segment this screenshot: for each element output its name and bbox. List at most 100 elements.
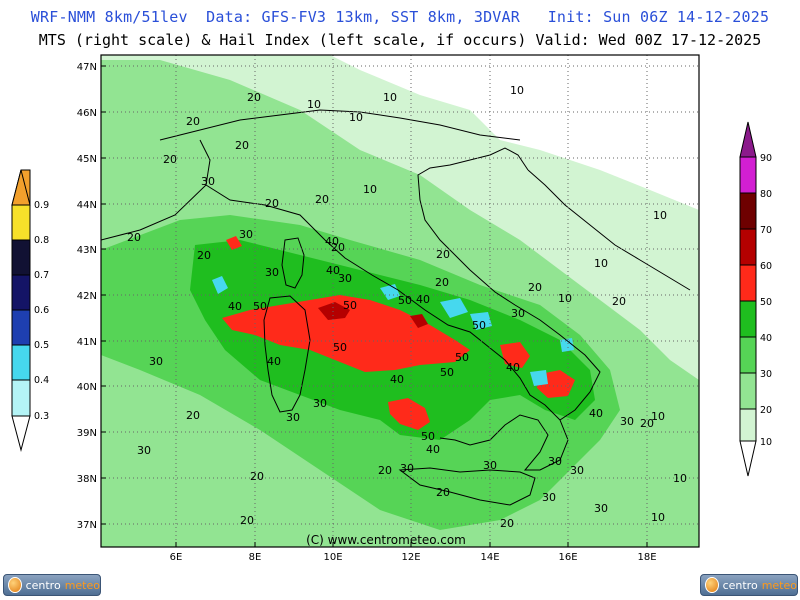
contour-label: 30 [511,307,525,320]
contour-label: 40 [228,300,242,313]
field-layers [101,55,699,547]
contour-label: 20 [186,409,200,422]
centrometeo-logo-left[interactable]: centro meteo [3,574,101,596]
right-scale-band [739,264,757,302]
contour-label: 20 [378,464,392,477]
hail-patch-e [530,370,548,386]
hail-index-scale: 0.9 0.8 0.7 0.6 0.5 0.4 0.3 [11,169,49,452]
lon-label: 16E [558,552,577,563]
lon-label: 14E [480,552,499,563]
contour-label: 50 [455,351,469,364]
coastline-sicily [398,467,536,506]
lat-label: 42N [77,291,97,302]
contour-label: 20 [247,91,261,104]
centrometeo-logo-right[interactable]: centro meteo [700,574,798,596]
contour-label: 20 [436,486,450,499]
contour-label: 30 [239,228,253,241]
contour-label: 30 [149,355,163,368]
contour-label: 20 [186,115,200,128]
contour-label: 10 [349,111,363,124]
mts-scale: 90 80 70 60 50 40 30 20 10 [739,121,772,477]
lat-label: 45N [77,154,97,165]
left-scale-label: 0.3 [34,411,49,422]
contour-label: 30 [542,491,556,504]
hail-patch-a [212,276,228,294]
right-scale-band [739,192,757,230]
contour-label: 20 [235,139,249,152]
logo-word-centro: centro [722,578,758,592]
contour-label: 10 [594,257,608,270]
coastline-italy [205,147,601,471]
right-scale-label: 10 [760,437,772,448]
left-scale-label: 0.8 [34,235,49,246]
contour-label: 10 [510,84,524,97]
contour-label: 30 [548,455,562,468]
field-level-50-e [226,236,242,250]
contour-label: 20 [500,517,514,530]
contour-label: 10 [307,98,321,111]
lat-axis: 47N 46N 45N 44N 43N 42N 41N 40N 39N 38N … [77,62,106,531]
contour-label: 20 [163,153,177,166]
left-scale-label: 0.7 [34,270,49,281]
right-scale-band [739,228,757,266]
field-level-60-b [410,314,428,328]
contour-label: 30 [594,502,608,515]
contour-label: 40 [326,264,340,277]
contour-label: 10 [651,511,665,524]
contour-label: 30 [313,397,327,410]
lat-label: 43N [77,245,97,256]
left-scale-band [11,309,31,346]
title-line-1: WRF-NMM 8km/51lev Data: GFS-FV3 13km, SS… [30,8,770,26]
coastline-sardinia [263,295,311,413]
left-scale-band [11,274,31,311]
left-scale-band [11,344,31,381]
right-scale-band [739,336,757,374]
hail-patch-f [560,338,574,352]
right-scale-label: 80 [760,189,772,200]
contour-label: 50 [472,319,486,332]
contour-label: 20 [127,231,141,244]
contour-label: 40 [325,235,339,248]
lon-label: 10E [323,552,342,563]
left-scale-label: 0.5 [34,340,49,351]
left-scale-band [11,379,31,417]
contour-label: 30 [201,175,215,188]
right-scale-label: 60 [760,261,772,272]
contour-label: 20 [528,281,542,294]
contour-label: 30 [570,464,584,477]
lat-label: 44N [77,200,97,211]
globe-icon [8,577,22,593]
right-scale-band [739,408,757,442]
contour-label: 10 [673,472,687,485]
left-scale-label: 0.9 [34,200,49,211]
contour-label: 10 [363,183,377,196]
contour-label: 20 [250,470,264,483]
right-scale-label: 20 [760,405,772,416]
contour-label: 40 [426,443,440,456]
right-scale-band [739,156,757,194]
copyright-text: (C) www.centrometeo.com [306,533,466,547]
right-scale-label: 30 [760,369,772,380]
contour-label: 30 [338,272,352,285]
contour-label: 50 [343,299,357,312]
contour-label: 20 [612,295,626,308]
lat-label: 38N [77,474,97,485]
contour-label: 30 [286,411,300,424]
contour-label: 40 [589,407,603,420]
lon-label: 8E [249,552,262,563]
contour-label: 40 [506,361,520,374]
logo-word-meteo: meteo [64,578,100,592]
left-scale-band [11,204,31,241]
globe-icon [705,577,719,593]
field-level-60-a [318,302,350,320]
contour-label: 20 [331,241,345,254]
right-scale-label: 40 [760,333,772,344]
right-scale-label: 50 [760,297,772,308]
contour-label: 40 [416,293,430,306]
contour-label: 50 [333,341,347,354]
lat-label: 47N [77,62,97,73]
logo-word-meteo: meteo [761,578,797,592]
field-level-50-c [500,342,530,368]
